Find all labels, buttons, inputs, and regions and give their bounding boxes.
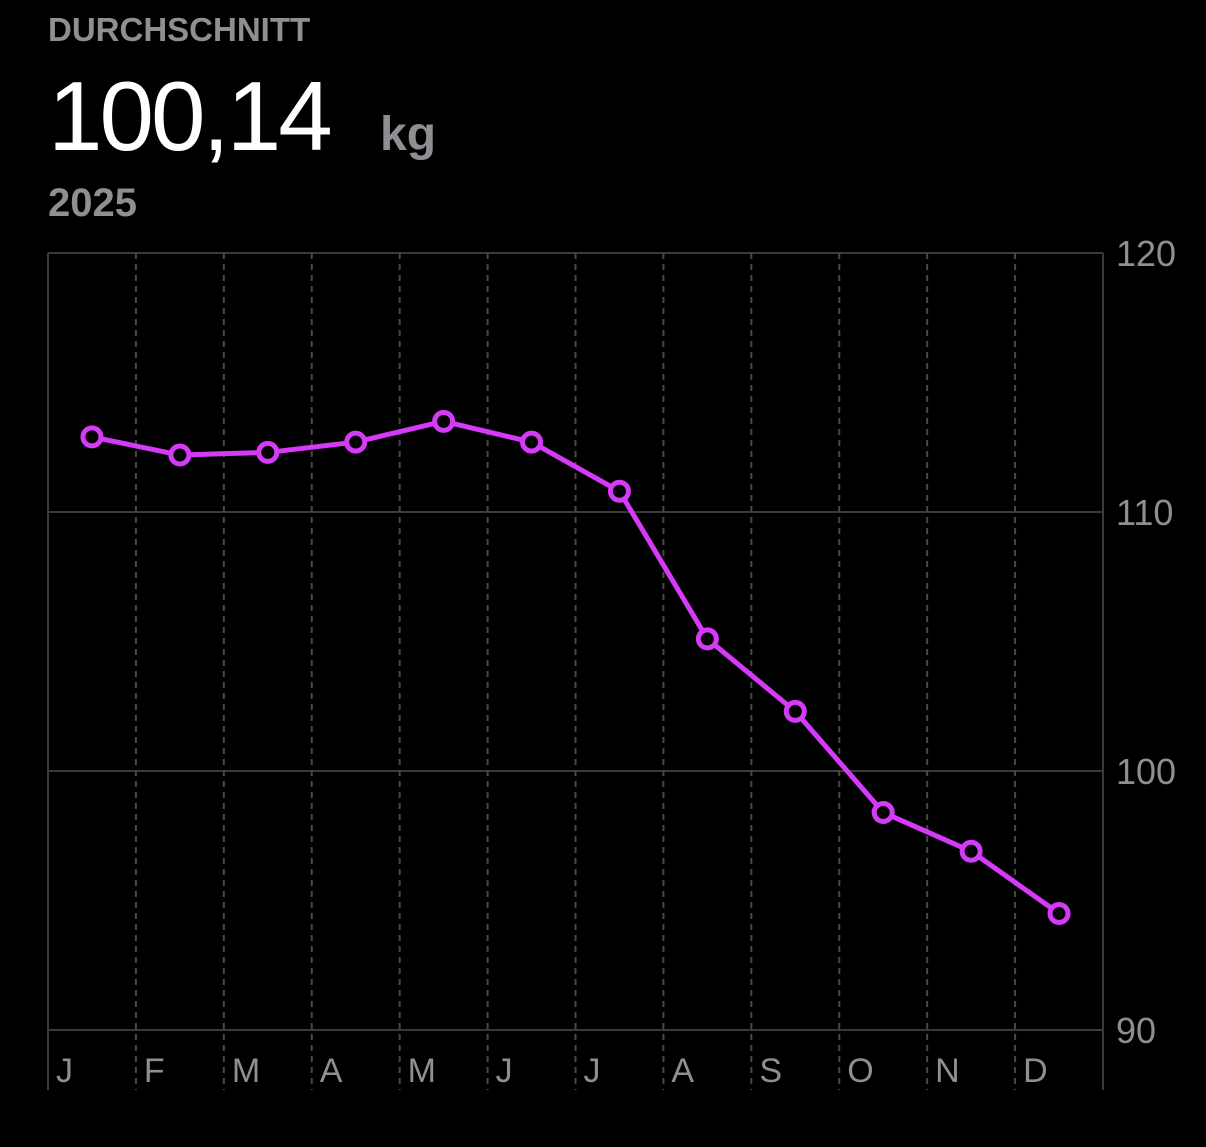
data-point: [959, 839, 983, 863]
x-tick-label: J: [496, 1052, 513, 1090]
x-tick-label: J: [584, 1052, 601, 1090]
x-tick-label: O: [847, 1052, 873, 1090]
y-tick-label: 110: [1116, 492, 1173, 533]
data-point: [80, 425, 104, 449]
data-point: [256, 440, 280, 464]
x-tick-label: N: [935, 1052, 960, 1090]
data-point: [1047, 901, 1071, 925]
y-tick-label: 100: [1116, 751, 1176, 792]
data-point: [168, 443, 192, 467]
data-point: [344, 430, 368, 454]
chart-subtitle: 2025: [48, 181, 137, 225]
data-point: [871, 800, 895, 824]
summary-unit: kg: [380, 108, 436, 161]
data-point: [783, 699, 807, 723]
data-point: [520, 430, 544, 454]
data-line: [91, 418, 1061, 916]
data-point: [695, 627, 719, 651]
x-tick-label: F: [144, 1052, 165, 1090]
y-tick-label: 120: [1116, 233, 1176, 274]
x-tick-label: M: [232, 1052, 260, 1090]
x-tick-label: M: [408, 1052, 436, 1090]
x-tick-label: S: [759, 1052, 782, 1090]
data-point: [432, 409, 456, 433]
chart-title: DURCHSCHNITT: [48, 11, 310, 48]
data-point: [607, 479, 631, 503]
y-tick-label: 90: [1116, 1010, 1156, 1051]
x-tick-label: J: [56, 1052, 73, 1090]
x-tick-label: A: [320, 1052, 343, 1090]
x-tick-label: A: [671, 1052, 694, 1090]
x-tick-label: D: [1023, 1052, 1048, 1090]
summary-value: 100,14: [48, 61, 330, 171]
